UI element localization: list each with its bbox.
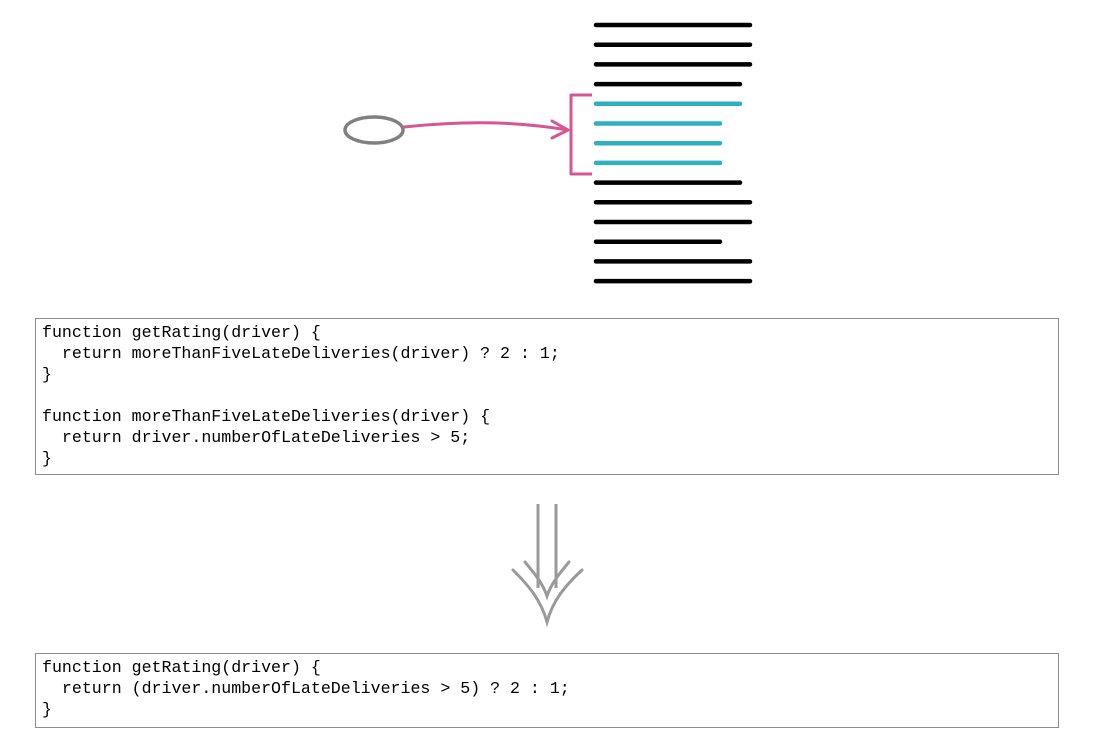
call-arrow bbox=[402, 121, 570, 132]
double-down-arrow-icon bbox=[511, 504, 584, 628]
code-lines-group bbox=[593, 22, 753, 284]
code-before-panel: function getRating(driver) { return more… bbox=[35, 318, 1059, 475]
code-after: function getRating(driver) { return (dri… bbox=[42, 658, 570, 719]
code-before: function getRating(driver) { return more… bbox=[42, 323, 560, 468]
code-after-panel: function getRating(driver) { return (dri… bbox=[35, 653, 1059, 728]
call-arrow-head bbox=[550, 119, 570, 140]
selection-bracket bbox=[569, 93, 592, 176]
inline-function-diagram bbox=[343, 22, 753, 284]
call-site-oval-icon bbox=[343, 115, 405, 145]
